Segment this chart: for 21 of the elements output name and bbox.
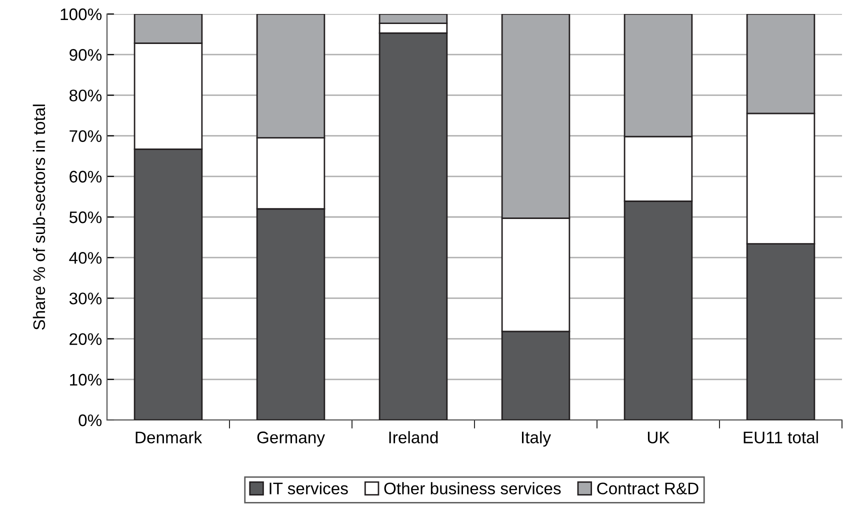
y-tick-label: 80% bbox=[70, 90, 102, 102]
x-tick-label: Ireland bbox=[389, 431, 438, 444]
y-tick-label: 20% bbox=[70, 333, 102, 346]
x-tick-label: Italy bbox=[522, 431, 552, 447]
x-tick-label: EU11 total bbox=[744, 431, 818, 444]
y-tick-label: 0% bbox=[78, 414, 102, 426]
x-tick-label: Denmark bbox=[136, 431, 202, 444]
y-tick-label: 90% bbox=[70, 49, 102, 61]
x-tick-label: Germany bbox=[257, 432, 325, 447]
x-tick-label: UK bbox=[648, 432, 670, 444]
y-tick-label: 30% bbox=[69, 292, 102, 304]
y-tick-label: 60% bbox=[70, 170, 102, 183]
legend-label: IT services bbox=[270, 482, 348, 494]
y-tick-label: 40% bbox=[69, 252, 102, 264]
y-tick-label: 50% bbox=[69, 211, 102, 224]
y-axis-title: Share % of sub-sectors in total bbox=[32, 104, 46, 330]
y-tick-label: 10% bbox=[70, 374, 102, 386]
legend-label: Contract R&D bbox=[597, 482, 698, 494]
y-tick-label: 70% bbox=[70, 130, 102, 142]
y-tick-label: 100% bbox=[60, 8, 102, 20]
legend-label: Other business services bbox=[384, 482, 561, 494]
